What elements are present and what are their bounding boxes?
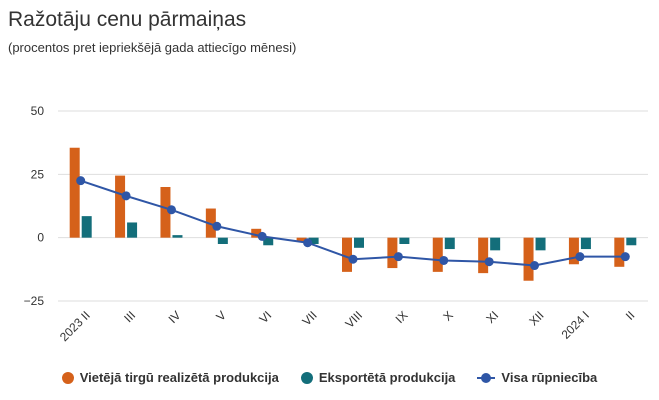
- legend-swatch-export: [300, 371, 313, 384]
- x-tick-label-11: 2024 I: [559, 308, 592, 341]
- legend-swatch-domestic: [61, 371, 74, 384]
- y-tick-label-0: −25: [24, 294, 45, 308]
- legend-label-industry: Visa rūpniecība: [501, 370, 598, 385]
- y-tick-label-2: 25: [31, 167, 45, 181]
- x-tick-label-9: XI: [483, 308, 501, 326]
- bar-export-4: [263, 237, 274, 246]
- point-industry-5: [303, 238, 313, 248]
- bar-domestic-4: [251, 228, 262, 238]
- bar-domestic-11: [568, 237, 579, 265]
- point-industry-11: [575, 252, 585, 262]
- x-tick-label-3: V: [213, 308, 229, 324]
- legend-label-export: Eksportētā produkcija: [318, 370, 456, 385]
- bar-export-5: [308, 237, 319, 244]
- bar-domestic-9: [478, 237, 489, 274]
- bar-domestic-0: [69, 147, 80, 238]
- point-industry-9: [484, 257, 494, 267]
- point-industry-1: [121, 191, 131, 201]
- bar-export-6: [354, 237, 364, 248]
- bar-domestic-6: [342, 237, 352, 272]
- point-industry-4: [257, 231, 267, 241]
- bar-export-11: [580, 237, 591, 250]
- bar-export-3: [217, 237, 228, 244]
- point-industry-12: [620, 252, 630, 262]
- legend-item-export[interactable]: Eksportētā produkcija: [300, 370, 456, 385]
- x-tick-label-4: VI: [256, 308, 274, 326]
- bar-export-2: [172, 235, 183, 238]
- x-tick-label-6: VIII: [342, 308, 365, 331]
- bar-domestic-8: [432, 237, 443, 272]
- legend-item-industry[interactable]: Visa rūpniecība: [477, 370, 597, 385]
- y-tick-label-3: 50: [31, 104, 45, 118]
- x-tick-label-0: 2023 II: [57, 308, 93, 344]
- bar-domestic-12: [614, 237, 625, 267]
- bar-export-10: [535, 237, 546, 251]
- bar-domestic-5: [296, 237, 307, 242]
- bar-domestic-2: [160, 187, 171, 238]
- bar-export-12: [626, 237, 637, 246]
- x-tick-label-7: IX: [393, 308, 411, 326]
- bar-domestic-1: [115, 175, 126, 238]
- x-tick-label-8: X: [440, 308, 456, 324]
- bar-export-0: [81, 216, 92, 238]
- bar-export-7: [399, 237, 410, 244]
- x-tick-label-1: III: [121, 308, 138, 325]
- legend-label-domestic: Vietējā tirgū realizētā produkcija: [79, 370, 279, 385]
- point-industry-2: [166, 205, 176, 215]
- x-tick-label-5: VII: [299, 308, 319, 328]
- point-industry-7: [393, 252, 403, 262]
- chart-subtitle: (procentos pret iepriekšējā gada attiecī…: [8, 40, 297, 55]
- point-industry-10: [530, 261, 540, 271]
- y-tick-label-1: 0: [37, 231, 44, 245]
- bar-domestic-10: [523, 237, 534, 281]
- bar-export-1: [127, 222, 138, 238]
- x-tick-label-12: II: [623, 308, 638, 323]
- chart-title: Ražotāju cenu pārmaiņas: [8, 8, 247, 31]
- legend-swatch-industry: [477, 372, 496, 384]
- point-industry-3: [212, 221, 222, 231]
- point-industry-6: [348, 254, 358, 264]
- bar-export-8: [444, 237, 455, 250]
- x-tick-label-2: IV: [166, 308, 184, 326]
- point-industry-8: [439, 255, 449, 265]
- bar-export-9: [490, 237, 501, 251]
- x-tick-label-10: XII: [526, 308, 546, 328]
- legend-item-domestic[interactable]: Vietējā tirgū realizētā produkcija: [61, 370, 279, 385]
- bar-domestic-7: [387, 237, 398, 269]
- point-industry-0: [76, 176, 86, 186]
- chart-legend: Vietējā tirgū realizētā produkcija Ekspo…: [0, 370, 659, 385]
